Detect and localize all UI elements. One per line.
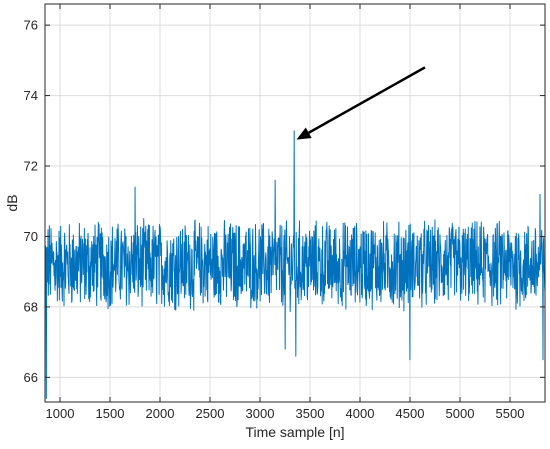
plot-frame (44, 3, 546, 403)
series-group (44, 130, 546, 399)
x-tick-label: 5500 (496, 406, 525, 421)
y-tick-label: 74 (24, 88, 38, 103)
annotation-arrow-shaft (308, 66, 426, 134)
x-tick-label: 3500 (296, 406, 325, 421)
y-tick-label: 70 (24, 229, 38, 244)
y-tick-label: 72 (24, 159, 38, 174)
x-tick-label: 2000 (146, 406, 175, 421)
y-tick-label: 68 (24, 299, 38, 314)
annotation-arrow-head (296, 127, 312, 140)
annotation-group (296, 66, 426, 140)
plot-background (45, 4, 545, 402)
x-tick-label: 1000 (46, 406, 75, 421)
x-tick-labels: 1000 1500 2000 2500 3000 3500 4000 4500 5000 5500 (46, 406, 525, 421)
x-tick-label: 5000 (446, 406, 475, 421)
x-axis-label: Time sample [n] (245, 424, 344, 440)
y-tick-label: 66 (24, 370, 38, 385)
grid-lines (45, 4, 545, 402)
x-tick-label: 4000 (346, 406, 375, 421)
axes-frame (44, 3, 546, 403)
y-tick-labels: 66 68 70 72 74 76 (24, 18, 38, 385)
x-tick-label: 1500 (96, 406, 125, 421)
x-tick-label: 2500 (196, 406, 225, 421)
y-axis-label: dB (4, 194, 20, 211)
x-tick-label: 4500 (396, 406, 425, 421)
series-line (44, 130, 546, 399)
x-tick-label: 3000 (246, 406, 275, 421)
y-tick-label: 76 (24, 18, 38, 33)
